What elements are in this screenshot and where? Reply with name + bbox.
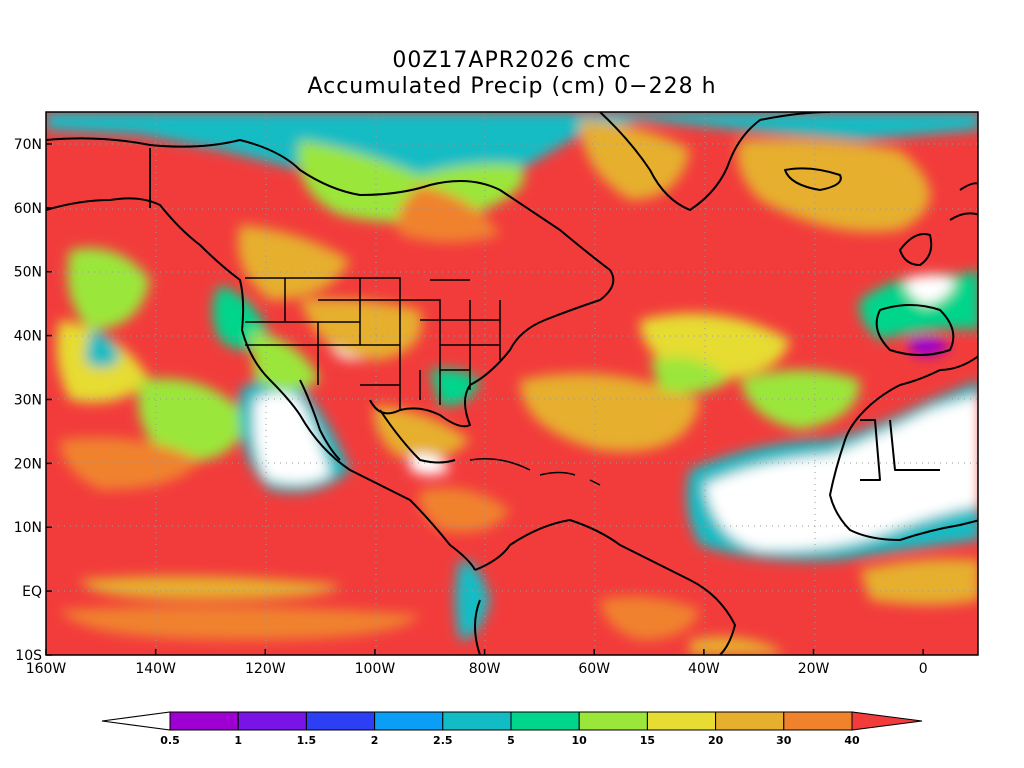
colorbar-label: 1.5 xyxy=(297,734,317,747)
colorbar-over-triangle xyxy=(851,711,923,731)
colorbar-swatch xyxy=(715,711,785,731)
islands xyxy=(469,458,601,486)
colorbar-swatch xyxy=(237,711,307,731)
y-tick-label: 40N xyxy=(14,329,42,345)
colorbar-swatch xyxy=(578,711,648,731)
y-tick-label: 30N xyxy=(14,392,42,408)
coastlines xyxy=(46,112,978,655)
colorbar-label: 15 xyxy=(640,734,655,747)
colorbar-label: 10 xyxy=(572,734,588,747)
y-tick-label: 60N xyxy=(14,201,42,217)
precip-field xyxy=(46,112,978,655)
y-tick-label: EQ xyxy=(22,584,42,600)
colorbar-under-triangle xyxy=(101,711,171,731)
colorbar-label: 1 xyxy=(234,734,242,747)
x-tick-label: 80W xyxy=(469,661,501,677)
colorbar-label: 30 xyxy=(776,734,792,747)
colorbar-swatch xyxy=(169,711,239,731)
precip-colorbar: 0.5 1 1.5 2 2.5 5 10 15 20 30 40 xyxy=(101,711,923,747)
colorbar-label: 2 xyxy=(371,734,379,747)
colorbar-label: 0.5 xyxy=(160,734,180,747)
x-tick-label: 160W xyxy=(26,661,67,677)
chart-title: 00Z17APR2026 cmc xyxy=(392,48,632,73)
colorbar-swatch xyxy=(646,711,717,731)
y-tick-label: 50N xyxy=(14,265,42,281)
colorbar-swatch xyxy=(305,711,376,731)
colorbar-swatch xyxy=(783,711,853,731)
x-tick-label: 100W xyxy=(355,661,396,677)
colorbar-swatch xyxy=(510,711,580,731)
colorbar-label: 20 xyxy=(708,734,724,747)
x-tick-label: 40W xyxy=(688,661,720,677)
state-borders xyxy=(245,277,501,410)
map-frame xyxy=(45,111,979,656)
x-tick-label: 20W xyxy=(798,661,830,677)
y-tick-label: 10S xyxy=(15,648,42,664)
longitude-axis: 160W 140W 120W 100W 80W 60W 40W 20W 0 xyxy=(26,649,928,677)
x-tick-label: 0 xyxy=(919,661,928,677)
colorbar-swatch xyxy=(442,711,512,731)
colorbar-swatch xyxy=(374,711,444,731)
x-tick-label: 140W xyxy=(135,661,176,677)
colorbar-label: 2.5 xyxy=(433,734,453,747)
latitude-axis: 70N 60N 50N 40N 30N 20N 10N EQ 10S xyxy=(14,137,52,664)
y-tick-label: 70N xyxy=(14,137,42,153)
y-tick-label: 10N xyxy=(14,520,42,536)
colorbar-label: 5 xyxy=(507,734,515,747)
colorbar-label: 40 xyxy=(844,734,860,747)
chart-subtitle: Accumulated Precip (cm) 0−228 h xyxy=(307,74,717,99)
y-tick-label: 20N xyxy=(14,456,42,472)
x-tick-label: 60W xyxy=(578,661,610,677)
precip-contours xyxy=(46,112,978,655)
x-tick-label: 120W xyxy=(245,661,286,677)
